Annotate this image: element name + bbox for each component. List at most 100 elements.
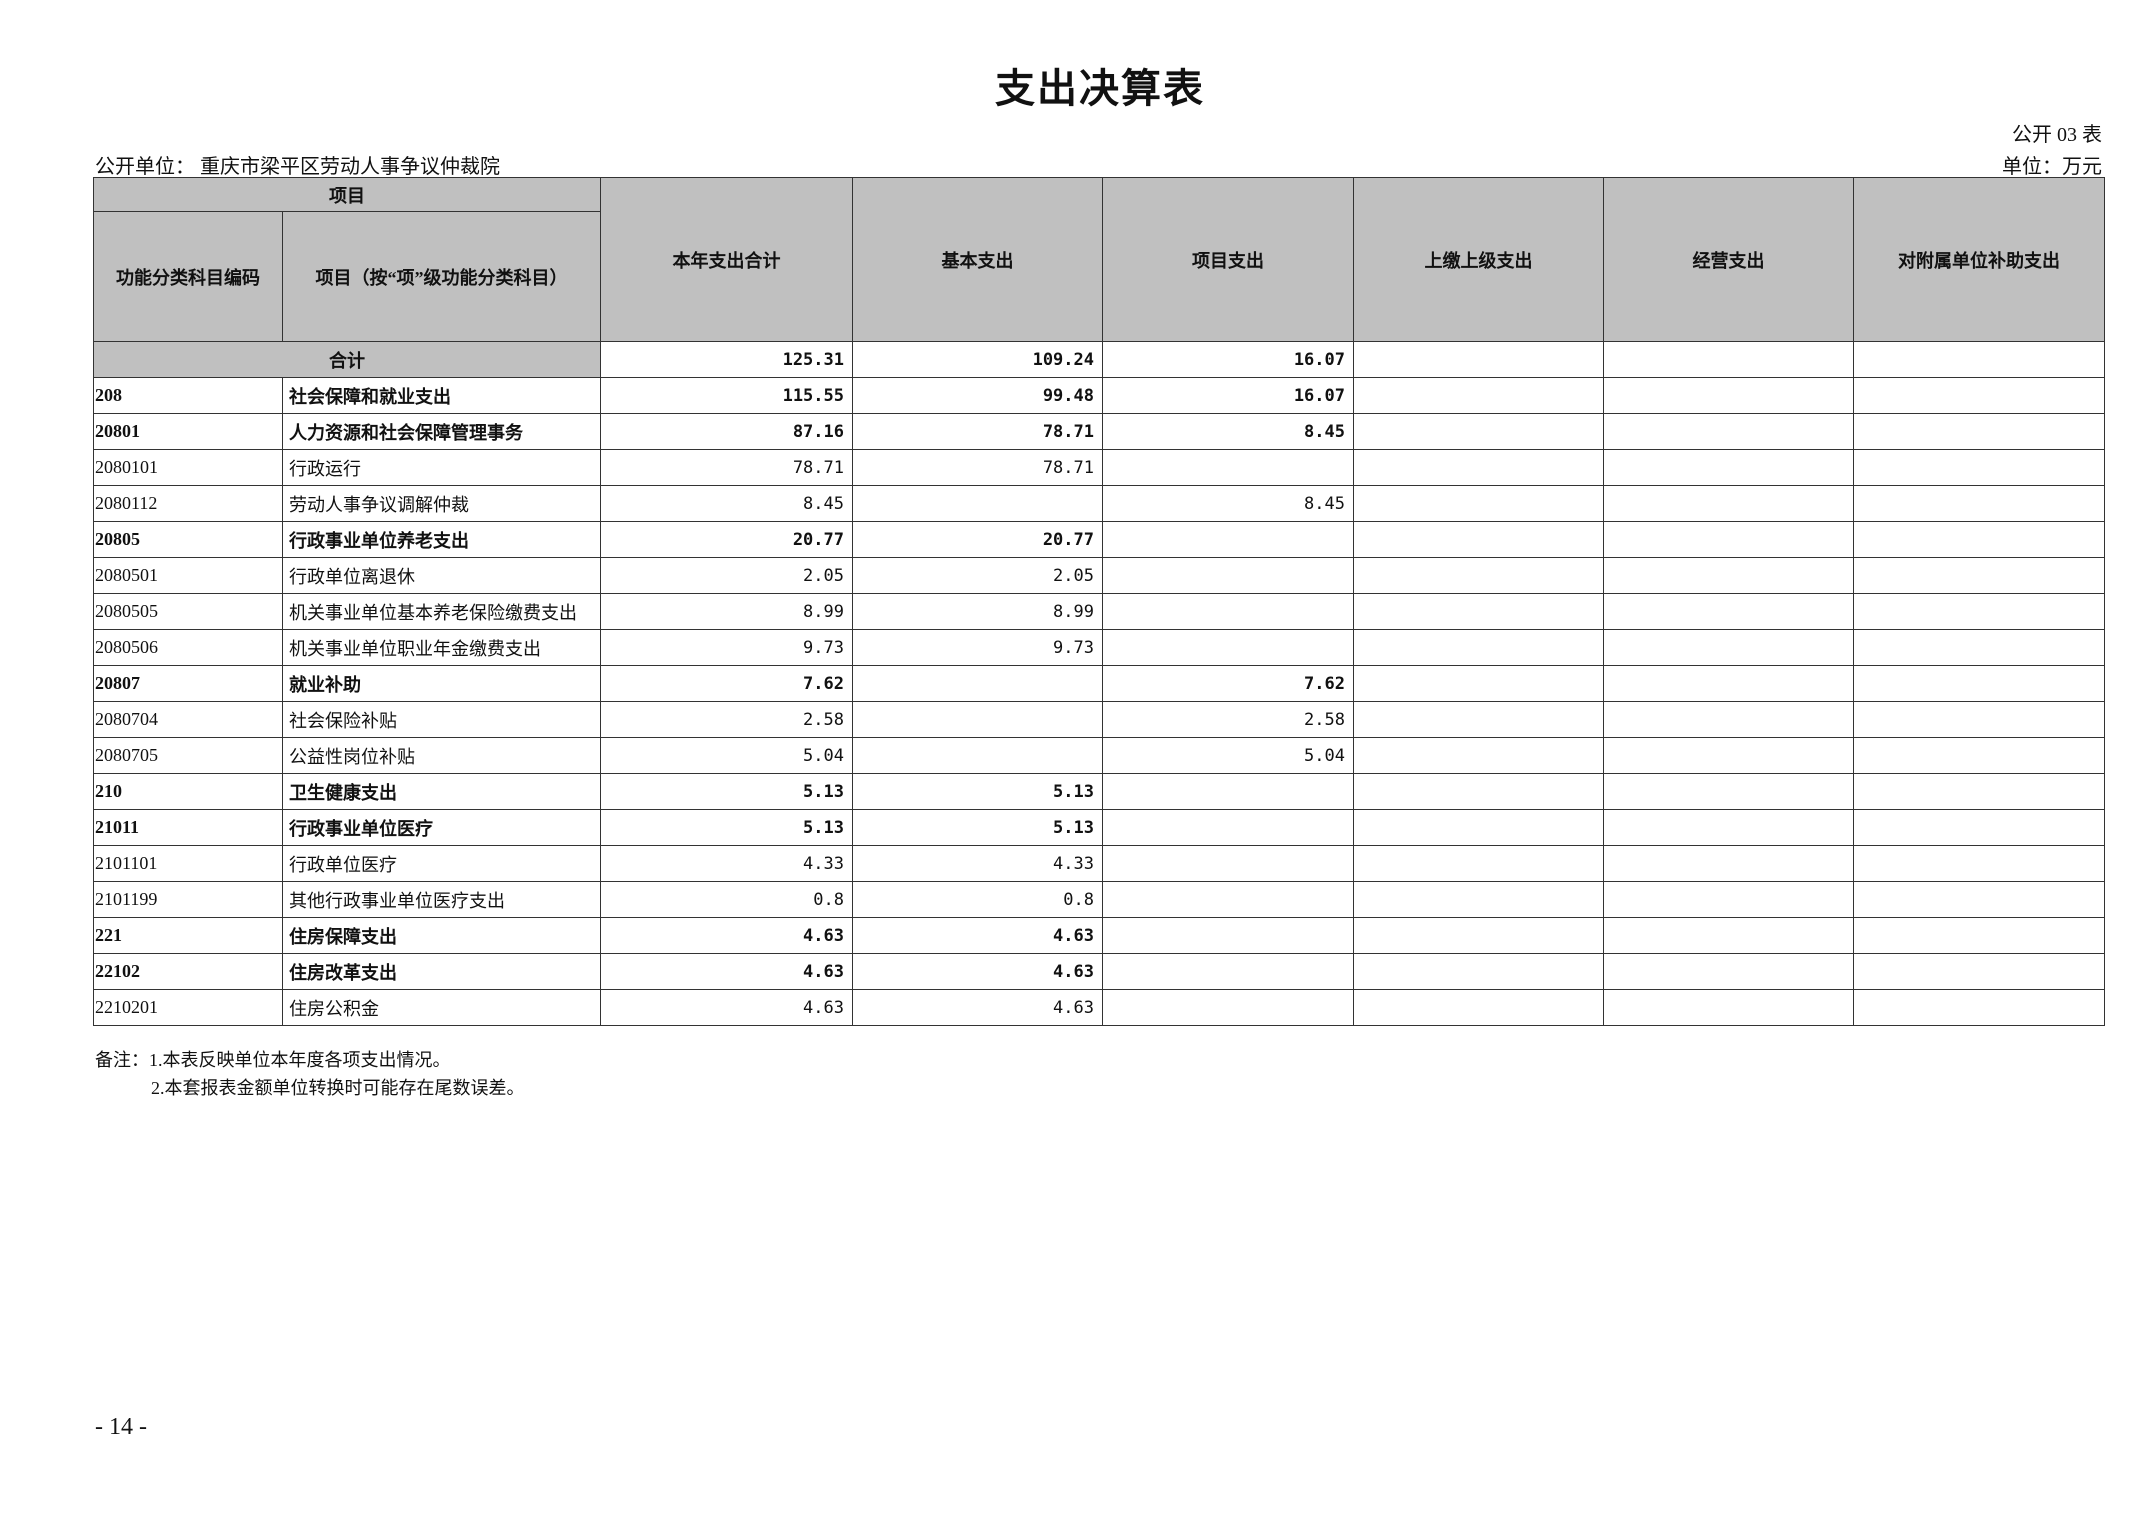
- upper-cell: [1353, 593, 1604, 630]
- header-upper: 上缴上级支出: [1353, 177, 1604, 342]
- header-total: 本年支出合计: [600, 177, 853, 342]
- table-row: 2080506 机关事业单位职业年金缴费支出 9.73 9.73: [93, 629, 2105, 666]
- total-cell: 8.45: [600, 485, 853, 522]
- project-cell: 8.45: [1102, 413, 1354, 450]
- upper-cell: [1353, 521, 1604, 558]
- code-cell: 2101101: [93, 845, 283, 882]
- total-cell: 7.62: [600, 665, 853, 702]
- code-cell: 21011: [93, 809, 283, 846]
- basic-cell: 9.73: [852, 629, 1103, 666]
- upper-cell: [1353, 449, 1604, 486]
- code-cell: 208: [93, 377, 283, 414]
- code-cell: 20805: [93, 521, 283, 558]
- total-cell: 9.73: [600, 629, 853, 666]
- business-cell: [1603, 989, 1854, 1026]
- code-cell: 2080501: [93, 557, 283, 594]
- project-cell: [1102, 593, 1354, 630]
- table-row: 221 住房保障支出 4.63 4.63: [93, 917, 2105, 954]
- reporting-unit: 公开单位： 重庆市梁平区劳动人事争议仲裁院: [95, 156, 500, 178]
- business-cell: [1603, 773, 1854, 810]
- basic-cell: 20.77: [852, 521, 1103, 558]
- project-cell: 5.04: [1102, 737, 1354, 774]
- business-cell: [1603, 593, 1854, 630]
- upper-cell: [1353, 953, 1604, 990]
- basic-cell: 4.63: [852, 953, 1103, 990]
- subsidy-cell: [1853, 881, 2105, 918]
- upper-cell: [1353, 989, 1604, 1026]
- table-row: 20805 行政事业单位养老支出 20.77 20.77: [93, 521, 2105, 558]
- name-cell: 就业补助: [282, 665, 601, 702]
- business-cell: [1603, 521, 1854, 558]
- basic-cell: 2.05: [852, 557, 1103, 594]
- subsidy-cell: [1853, 521, 2105, 558]
- business-cell: [1603, 737, 1854, 774]
- expenditure-table: 项目 本年支出合计 基本支出 项目支出 上缴上级支出 经营支出 对附属单位补助支…: [93, 177, 2105, 1026]
- project-cell: 16.07: [1102, 377, 1354, 414]
- upper-cell: [1353, 701, 1604, 738]
- total-cell: 4.63: [600, 953, 853, 990]
- name-cell: 机关事业单位职业年金缴费支出: [282, 629, 601, 666]
- table-row: 210 卫生健康支出 5.13 5.13: [93, 773, 2105, 810]
- total-cell: 5.04: [600, 737, 853, 774]
- name-cell: 机关事业单位基本养老保险缴费支出: [282, 593, 601, 630]
- code-cell: 2080705: [93, 737, 283, 774]
- subsidy-cell: [1853, 773, 2105, 810]
- business-cell: [1603, 629, 1854, 666]
- upper-cell: [1353, 881, 1604, 918]
- total-label: 合计: [93, 341, 601, 378]
- name-cell: 住房公积金: [282, 989, 601, 1026]
- name-cell: 社会保障和就业支出: [282, 377, 601, 414]
- table-row: 2080505 机关事业单位基本养老保险缴费支出 8.99 8.99: [93, 593, 2105, 630]
- business-cell: [1603, 557, 1854, 594]
- code-cell: 2080505: [93, 593, 283, 630]
- table-row: 20807 就业补助 7.62 7.62: [93, 665, 2105, 702]
- table-row: 2080501 行政单位离退休 2.05 2.05: [93, 557, 2105, 594]
- upper-cell: [1353, 665, 1604, 702]
- total-cell: 2.58: [600, 701, 853, 738]
- basic-cell: 4.63: [852, 989, 1103, 1026]
- project-cell: [1102, 629, 1354, 666]
- basic-cell: 4.33: [852, 845, 1103, 882]
- basic-cell: 5.13: [852, 773, 1103, 810]
- basic-cell: 78.71: [852, 413, 1103, 450]
- subsidy-cell: [1853, 413, 2105, 450]
- name-cell: 社会保险补贴: [282, 701, 601, 738]
- name-cell: 行政单位离退休: [282, 557, 601, 594]
- business-cell: [1603, 917, 1854, 954]
- business-cell: [1603, 413, 1854, 450]
- business-cell: [1603, 449, 1854, 486]
- project-cell: [1102, 881, 1354, 918]
- header-project-expense: 项目支出: [1102, 177, 1354, 342]
- business-cell: [1603, 665, 1854, 702]
- notes: 备注：1.本表反映单位本年度各项支出情况。 2.本套报表金额单位转换时可能存在尾…: [95, 1046, 525, 1102]
- project-cell: [1102, 809, 1354, 846]
- total-cell: 4.33: [600, 845, 853, 882]
- upper-cell: [1353, 845, 1604, 882]
- total-cell: 78.71: [600, 449, 853, 486]
- project-cell: [1102, 557, 1354, 594]
- table-row: 2101101 行政单位医疗 4.33 4.33: [93, 845, 2105, 882]
- currency-unit: 单位：万元: [2002, 156, 2102, 178]
- code-cell: 2080704: [93, 701, 283, 738]
- project-cell: [1102, 989, 1354, 1026]
- basic-cell: 4.63: [852, 917, 1103, 954]
- project-cell: [1102, 773, 1354, 810]
- header-basic: 基本支出: [852, 177, 1103, 342]
- project-cell: 8.45: [1102, 485, 1354, 522]
- table-number: 公开 03 表: [2012, 124, 2102, 146]
- business-cell: [1603, 881, 1854, 918]
- project-cell: 16.07: [1102, 341, 1354, 378]
- code-cell: 22102: [93, 953, 283, 990]
- basic-cell: [852, 485, 1103, 522]
- business-cell: [1603, 341, 1854, 378]
- project-cell: [1102, 917, 1354, 954]
- subsidy-cell: [1853, 989, 2105, 1026]
- table-row: 2080704 社会保险补贴 2.58 2.58: [93, 701, 2105, 738]
- project-cell: [1102, 449, 1354, 486]
- business-cell: [1603, 953, 1854, 990]
- table-row: 21011 行政事业单位医疗 5.13 5.13: [93, 809, 2105, 846]
- upper-cell: [1353, 341, 1604, 378]
- upper-cell: [1353, 377, 1604, 414]
- total-row: 合计 125.31 109.24 16.07: [93, 341, 2105, 378]
- name-cell: 行政运行: [282, 449, 601, 486]
